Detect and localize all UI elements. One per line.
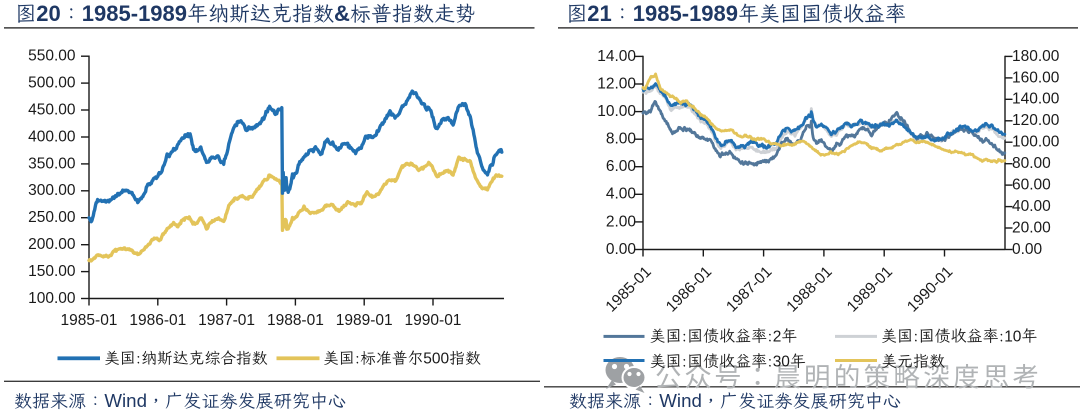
svg-text:1989-01: 1989-01	[844, 263, 896, 315]
svg-text:2.00: 2.00	[606, 213, 637, 230]
svg-text:10: 10	[1004, 328, 1022, 345]
svg-text:6.00: 6.00	[606, 158, 637, 175]
svg-text:180.00: 180.00	[1012, 48, 1060, 65]
svg-text:400.00: 400.00	[28, 128, 76, 145]
svg-text:200.00: 200.00	[28, 236, 76, 253]
svg-text:10.00: 10.00	[597, 103, 636, 120]
svg-text:1988-01: 1988-01	[267, 312, 324, 329]
svg-text:8.00: 8.00	[606, 131, 637, 148]
svg-text:450.00: 450.00	[28, 101, 76, 118]
svg-text:500: 500	[423, 350, 449, 367]
svg-text:1986-01: 1986-01	[129, 312, 186, 329]
svg-text:21: 21	[587, 1, 611, 26]
svg-text:1990-01: 1990-01	[904, 263, 956, 315]
svg-text:500.00: 500.00	[28, 75, 76, 92]
svg-text:4.00: 4.00	[606, 186, 637, 203]
svg-text:1986-01: 1986-01	[663, 263, 715, 315]
svg-text:20: 20	[36, 1, 60, 26]
svg-text:140.00: 140.00	[1012, 91, 1060, 108]
svg-text:14.00: 14.00	[597, 48, 636, 65]
svg-text:120.00: 120.00	[1012, 112, 1060, 129]
svg-text:250.00: 250.00	[28, 209, 76, 226]
svg-text:Wind: Wind	[104, 390, 147, 411]
svg-text:1987-01: 1987-01	[723, 263, 775, 315]
svg-text:0.00: 0.00	[1012, 241, 1043, 258]
svg-text:150.00: 150.00	[28, 263, 76, 280]
svg-text:550.00: 550.00	[28, 48, 76, 65]
svg-text:1990-01: 1990-01	[405, 312, 462, 329]
svg-text:1989-01: 1989-01	[336, 312, 393, 329]
svg-text:&: &	[334, 1, 350, 26]
svg-text:100.00: 100.00	[28, 290, 76, 307]
svg-text:2: 2	[773, 328, 782, 345]
svg-text:40.00: 40.00	[1012, 198, 1051, 215]
svg-text:1985-1989: 1985-1989	[633, 1, 738, 26]
svg-text:1987-01: 1987-01	[198, 312, 255, 329]
svg-text:1985-01: 1985-01	[603, 263, 655, 315]
svg-text:0.00: 0.00	[606, 241, 637, 258]
svg-text:1985-1989: 1985-1989	[82, 1, 187, 26]
svg-text:60.00: 60.00	[1012, 177, 1051, 194]
svg-text:1985-01: 1985-01	[61, 312, 118, 329]
svg-text:100.00: 100.00	[1012, 134, 1060, 151]
svg-text:12.00: 12.00	[597, 75, 636, 92]
svg-text:160.00: 160.00	[1012, 69, 1060, 86]
svg-text:350.00: 350.00	[28, 155, 76, 172]
svg-text:30: 30	[773, 354, 791, 371]
svg-text:1988-01: 1988-01	[783, 263, 835, 315]
svg-text:300.00: 300.00	[28, 182, 76, 199]
svg-text:80.00: 80.00	[1012, 155, 1051, 172]
svg-text:Wind: Wind	[659, 390, 702, 411]
svg-text:20.00: 20.00	[1012, 219, 1051, 236]
